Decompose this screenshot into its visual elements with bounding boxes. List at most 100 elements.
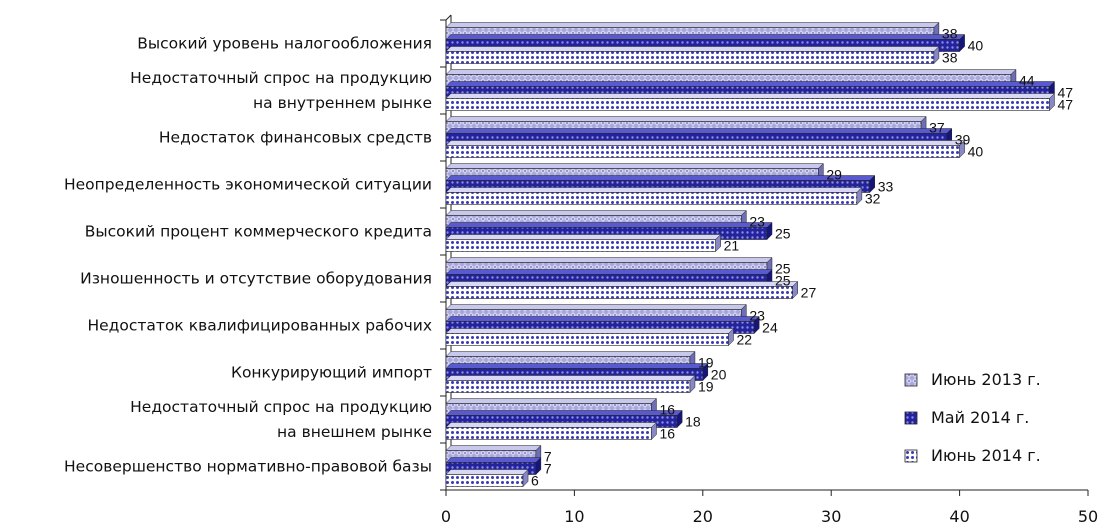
category-label: Неопределенность экономической ситуации	[64, 176, 432, 194]
x-tick-label: 30	[821, 507, 841, 526]
bar-top-face	[445, 69, 1017, 75]
bar	[445, 286, 793, 299]
bar	[445, 474, 524, 487]
x-tick-label: 40	[949, 507, 969, 526]
bar-top-face	[445, 93, 1056, 99]
category-label: Недостаток квалифицированных рабочих	[87, 317, 432, 335]
category-label: на внутреннем рынке	[253, 94, 432, 112]
bar	[445, 333, 729, 346]
bar-top-face	[445, 163, 824, 169]
bar	[445, 239, 716, 252]
bar-side-face	[792, 280, 798, 300]
data-label: 23	[749, 308, 765, 324]
bar	[445, 145, 960, 158]
data-label: 40	[968, 144, 984, 160]
data-label: 47	[1057, 97, 1073, 113]
x-tick-label: 20	[693, 507, 713, 526]
bar-top-face	[445, 128, 953, 134]
bar-top-face	[445, 22, 940, 28]
category-label: Недостаток финансовых средств	[159, 129, 432, 147]
legend-swatch	[904, 373, 918, 387]
data-label: 25	[775, 261, 791, 277]
category-label: Высокий процент коммерческого кредита	[85, 223, 432, 241]
data-label: 39	[955, 132, 971, 148]
bar-side-face	[959, 139, 965, 159]
bar-top-face	[445, 351, 696, 357]
bar-top-face	[445, 210, 747, 216]
bar-top-face	[445, 422, 658, 428]
bar-side-face	[856, 186, 863, 206]
bar-top-face	[445, 269, 773, 275]
data-label: 24	[762, 320, 778, 336]
bar-top-face	[445, 175, 876, 181]
x-tick-label: 10	[564, 507, 584, 526]
y-axis-top-depth	[445, 14, 452, 21]
bar-top-face	[445, 410, 683, 416]
bar-top-face	[445, 375, 696, 381]
data-label: 19	[698, 379, 714, 395]
data-label: 22	[736, 332, 752, 348]
data-label: 33	[878, 179, 894, 195]
category-label: Недостаточный спрос на продукцию	[130, 398, 432, 416]
data-label: 20	[711, 367, 727, 383]
data-label: 37	[929, 120, 945, 136]
bar	[445, 51, 935, 64]
bar-side-face	[522, 468, 529, 488]
x-tick-label: 0	[441, 507, 451, 526]
bar-top-face	[445, 81, 1056, 87]
bar-side-face	[753, 315, 760, 335]
bar-top-face	[445, 187, 863, 193]
data-label: 19	[698, 355, 714, 371]
bar-side-face	[1049, 92, 1055, 112]
bar-top-face	[445, 316, 760, 322]
legend-swatch	[904, 411, 918, 425]
data-label: 7	[544, 449, 552, 465]
data-label: 25	[775, 226, 791, 242]
data-label: 7	[544, 461, 552, 477]
bar-side-face	[689, 374, 696, 394]
bar-top-face	[445, 457, 542, 463]
bar-top-face	[445, 398, 658, 404]
bar	[445, 380, 691, 393]
data-label: 47	[1057, 85, 1073, 101]
bar-side-face	[535, 456, 542, 476]
data-label: 6	[531, 473, 539, 489]
legend-label: Июнь 2013 г.	[931, 370, 1041, 389]
legend: Июнь 2013 г. Май 2014 г. Июнь 2014 г.	[904, 370, 1041, 465]
bar	[445, 98, 1050, 111]
category-label: Конкурирующий импорт	[231, 364, 432, 382]
bar-top-face	[445, 328, 735, 334]
bar-top-face	[445, 116, 927, 122]
data-label: 16	[659, 426, 675, 442]
bar-top-face	[445, 34, 966, 40]
data-label: 21	[724, 238, 740, 254]
data-label: 27	[801, 285, 817, 301]
data-label: 25	[775, 273, 791, 289]
data-label: 23	[749, 214, 765, 230]
bar-side-face	[702, 362, 709, 382]
bar-top-face	[445, 445, 542, 451]
legend-label: Июнь 2014 г.	[931, 446, 1041, 465]
bar-top-face	[445, 46, 940, 52]
category-label: Несовершенство нормативно-правовой базы	[64, 458, 432, 476]
bar-top-face	[445, 363, 709, 369]
category-label: Высокий уровень налогообложения	[137, 35, 432, 53]
legend-label: Май 2014 г.	[931, 408, 1029, 427]
data-label: 18	[685, 414, 701, 430]
bar-top-face	[445, 257, 773, 263]
bar	[445, 427, 652, 440]
bar-top-face	[445, 281, 799, 287]
data-label: 38	[942, 26, 958, 42]
bar-side-face	[766, 221, 773, 241]
category-label: Недостаточный спрос на продукцию	[130, 69, 432, 87]
x-tick-label: 50	[1078, 507, 1098, 526]
bars-layer	[445, 21, 1056, 488]
bar	[445, 192, 858, 205]
data-label: 44	[1019, 73, 1035, 89]
data-label: 29	[826, 167, 842, 183]
labels-layer: 0 10 20 30 40 50 Высокий уровень налогообложен…	[64, 26, 1098, 527]
bar-side-face	[651, 421, 657, 441]
data-label: 32	[865, 191, 881, 207]
bar-top-face	[445, 304, 747, 310]
